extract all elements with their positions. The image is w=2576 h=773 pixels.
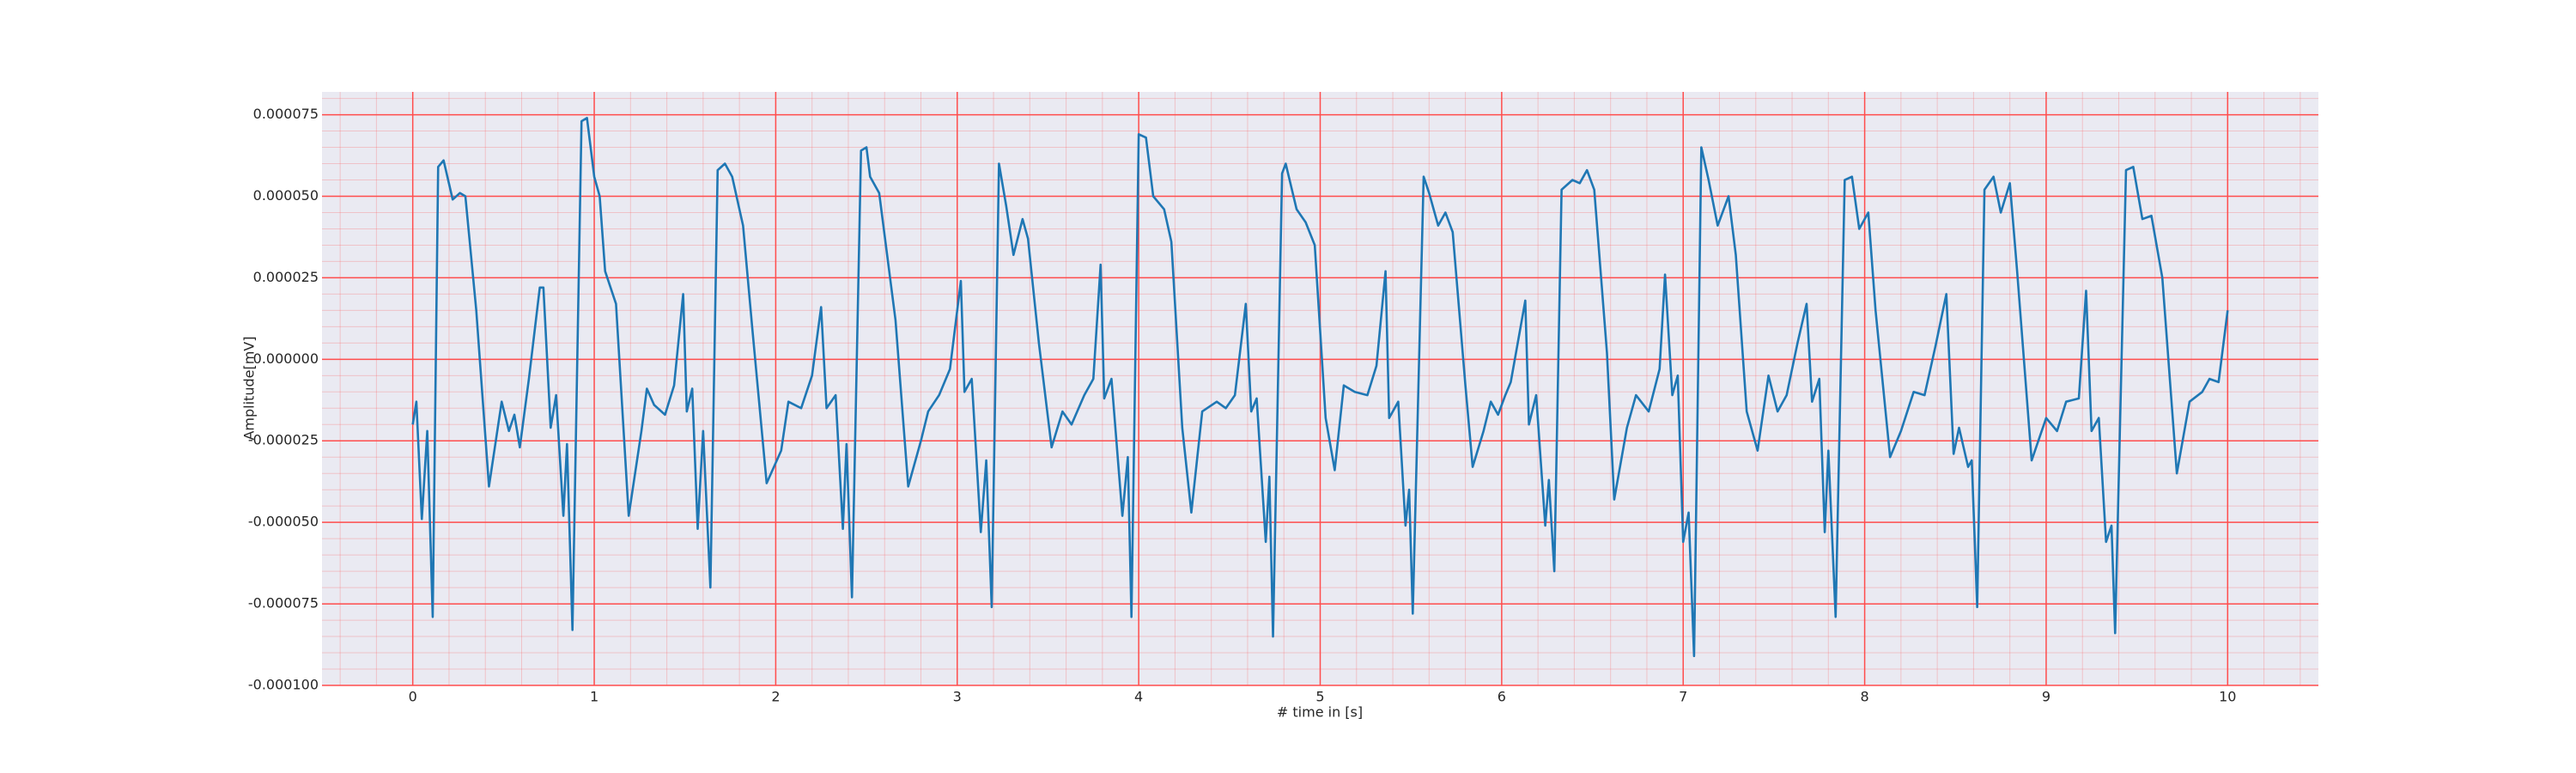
y-tick-label: 0.000000 (253, 350, 319, 367)
y-tick-label: 0.000025 (253, 269, 319, 285)
y-tick-label: -0.000100 (248, 677, 319, 693)
y-axis-label: Amplitude[mV] (241, 336, 258, 440)
x-tick-label: 7 (1679, 689, 1687, 705)
x-tick-label: 10 (2219, 689, 2236, 705)
signal-line (411, 117, 2229, 658)
x-tick-label: 8 (1860, 689, 1868, 705)
y-tick-label: -0.000025 (248, 432, 319, 448)
y-tick-label: -0.000050 (248, 514, 319, 530)
x-tick-label: 0 (409, 689, 417, 705)
x-tick-label: 9 (2042, 689, 2050, 705)
y-tick-label: 0.000050 (253, 187, 319, 204)
x-tick-label: 6 (1498, 689, 1506, 705)
y-tick-label: 0.000075 (253, 106, 319, 122)
grid (322, 92, 2318, 686)
x-tick-label: 4 (1134, 689, 1143, 705)
x-tick-label: 5 (1315, 689, 1324, 705)
y-tick-label: -0.000075 (248, 595, 319, 612)
x-tick-label: 2 (771, 689, 780, 705)
x-tick-label: 1 (590, 689, 598, 705)
x-axis-label: # time in [s] (1277, 704, 1363, 721)
x-tick-label: 3 (953, 689, 962, 705)
